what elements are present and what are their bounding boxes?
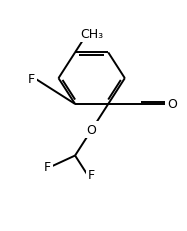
Text: F: F (88, 169, 95, 182)
Text: O: O (87, 124, 97, 137)
Text: O: O (168, 98, 178, 111)
Text: O: O (87, 124, 97, 137)
Text: F: F (27, 72, 35, 85)
Text: F: F (44, 160, 51, 173)
Text: O: O (168, 97, 177, 110)
Text: CH₃: CH₃ (80, 27, 103, 40)
